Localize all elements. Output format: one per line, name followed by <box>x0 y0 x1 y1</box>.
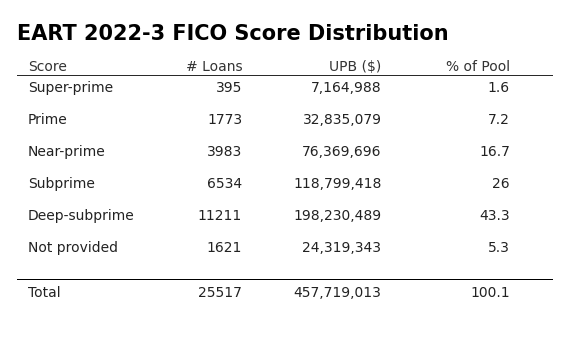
Text: 76,369,696: 76,369,696 <box>302 145 381 159</box>
Text: UPB ($): UPB ($) <box>329 60 381 74</box>
Text: 7.2: 7.2 <box>488 113 510 127</box>
Text: 7,164,988: 7,164,988 <box>311 81 381 95</box>
Text: 5.3: 5.3 <box>488 241 510 255</box>
Text: 3983: 3983 <box>207 145 242 159</box>
Text: 25517: 25517 <box>198 286 242 300</box>
Text: 1.6: 1.6 <box>488 81 510 95</box>
Text: Score: Score <box>28 60 67 74</box>
Text: % of Pool: % of Pool <box>446 60 510 74</box>
Text: 32,835,079: 32,835,079 <box>303 113 381 127</box>
Text: # Loans: # Loans <box>185 60 242 74</box>
Text: Near-prime: Near-prime <box>28 145 105 159</box>
Text: 1621: 1621 <box>207 241 242 255</box>
Text: 457,719,013: 457,719,013 <box>294 286 381 300</box>
Text: Subprime: Subprime <box>28 177 95 191</box>
Text: 100.1: 100.1 <box>470 286 510 300</box>
Text: 118,799,418: 118,799,418 <box>293 177 381 191</box>
Text: Not provided: Not provided <box>28 241 118 255</box>
Text: 1773: 1773 <box>207 113 242 127</box>
Text: 6534: 6534 <box>207 177 242 191</box>
Text: Prime: Prime <box>28 113 68 127</box>
Text: 16.7: 16.7 <box>479 145 510 159</box>
Text: Deep-subprime: Deep-subprime <box>28 209 135 223</box>
Text: 26: 26 <box>492 177 510 191</box>
Text: EART 2022-3 FICO Score Distribution: EART 2022-3 FICO Score Distribution <box>17 24 449 43</box>
Text: Super-prime: Super-prime <box>28 81 113 95</box>
Text: 24,319,343: 24,319,343 <box>303 241 381 255</box>
Text: 43.3: 43.3 <box>479 209 510 223</box>
Text: 198,230,489: 198,230,489 <box>294 209 381 223</box>
Text: 395: 395 <box>216 81 242 95</box>
Text: Total: Total <box>28 286 60 300</box>
Text: 11211: 11211 <box>198 209 242 223</box>
